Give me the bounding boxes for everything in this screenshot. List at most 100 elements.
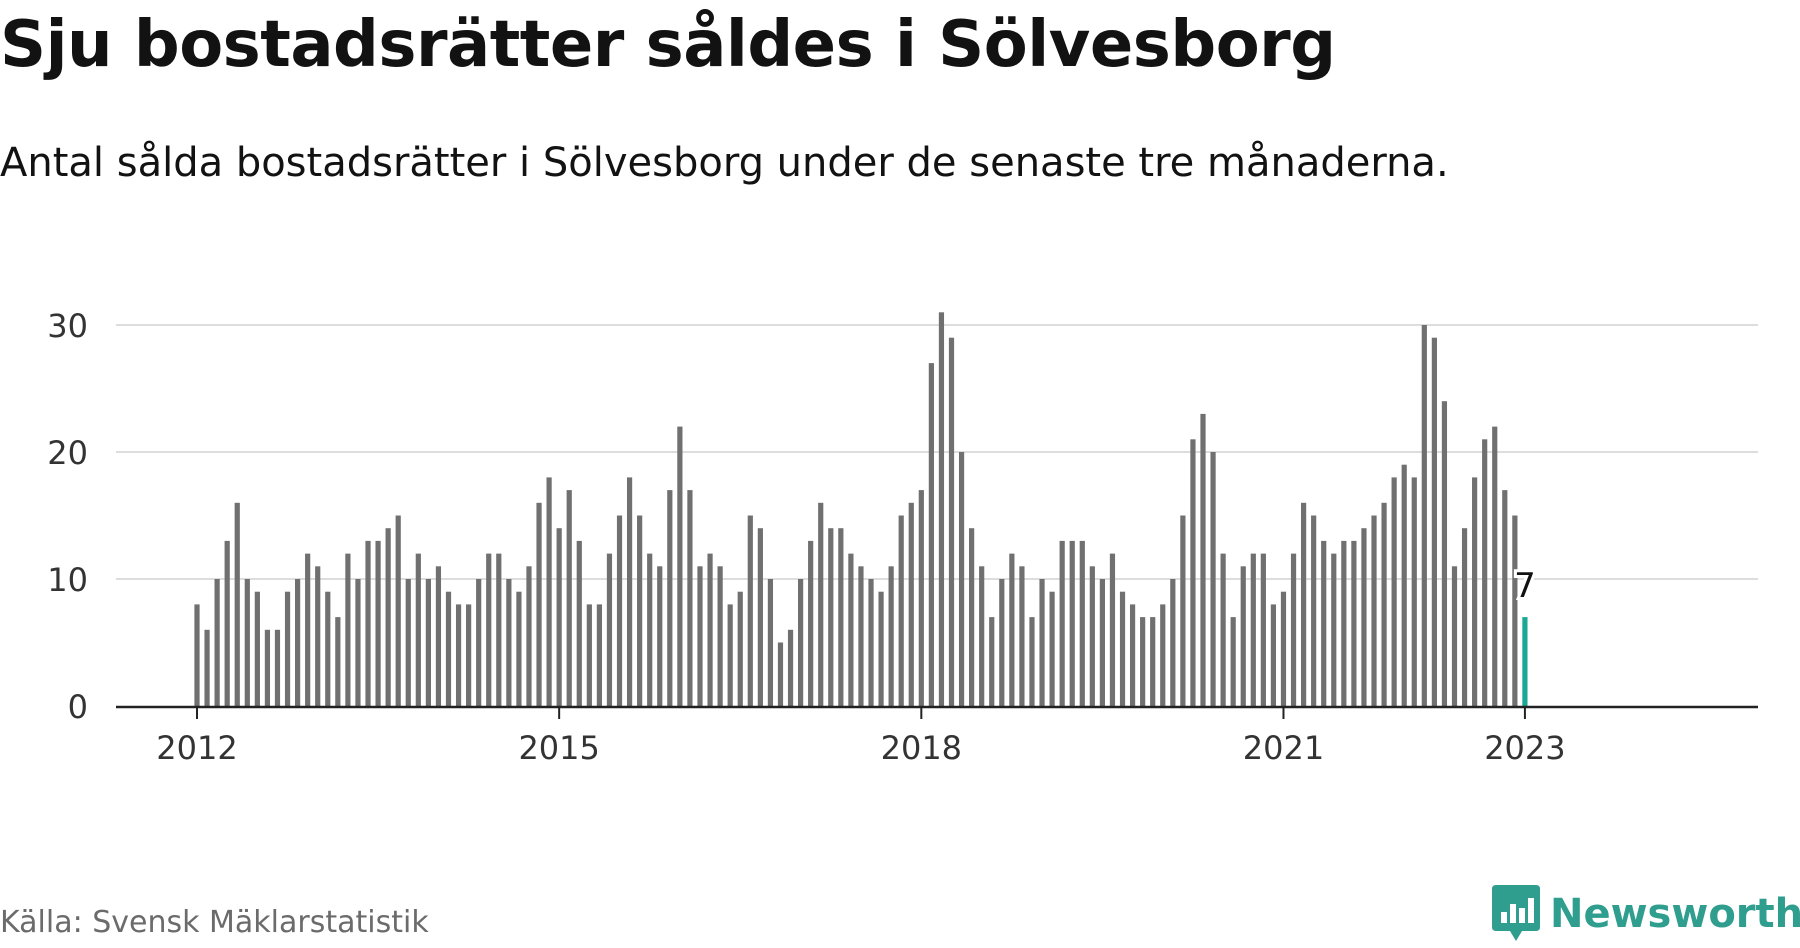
- bar: [1280, 591, 1287, 706]
- bar: [888, 566, 894, 706]
- bar: [1170, 579, 1176, 706]
- bar: [898, 515, 904, 706]
- bar: [1250, 553, 1256, 706]
- bar: [1230, 617, 1236, 706]
- bar: [1371, 515, 1377, 706]
- bar: [667, 490, 673, 706]
- source-note: Källa: Svensk Mäklarstatistik: [0, 905, 429, 940]
- bar: [506, 579, 512, 706]
- highlight-bar: [1522, 617, 1528, 706]
- bar: [707, 553, 713, 706]
- bar: [1401, 464, 1407, 706]
- bar: [868, 579, 874, 706]
- bar: [828, 528, 834, 706]
- page-subtitle: Antal sålda bostadsrätter i Sölvesborg u…: [0, 140, 1449, 186]
- highlight-value-label: 7: [1514, 566, 1536, 606]
- bar: [1039, 579, 1045, 706]
- gridlines: [116, 324, 1758, 580]
- bar: [626, 477, 633, 706]
- bar: [717, 566, 723, 706]
- bar: [526, 566, 532, 706]
- bar: [798, 579, 804, 706]
- bar: [1089, 566, 1095, 706]
- bar: [1059, 540, 1065, 706]
- bar: [194, 604, 200, 706]
- bar: [365, 540, 371, 706]
- bar: [1341, 540, 1347, 706]
- bar: [214, 579, 220, 706]
- bar: [979, 566, 985, 706]
- bar: [657, 566, 663, 706]
- bar: [405, 579, 411, 706]
- bar: [1240, 566, 1246, 706]
- bar: [606, 553, 613, 706]
- bar: [596, 604, 602, 706]
- bar: [1411, 477, 1417, 706]
- bar: [1301, 502, 1307, 706]
- bar: [204, 629, 210, 706]
- x-tick-label: 2018: [881, 729, 962, 767]
- newsworthy-logo-icon: [1492, 885, 1540, 941]
- bar: [536, 502, 542, 706]
- bar: [1331, 553, 1337, 706]
- bar: [1431, 337, 1437, 706]
- bar: [878, 591, 884, 706]
- bar: [335, 617, 341, 706]
- bar: [1140, 617, 1146, 706]
- bar: [928, 363, 934, 706]
- bar: [556, 528, 562, 706]
- bar: [1019, 566, 1025, 706]
- bar: [224, 540, 230, 706]
- bar: [1150, 617, 1156, 706]
- bar-chart: 0 10 20 30 2012 2015 2018 2021 2023 7: [47, 307, 1758, 767]
- y-tick-label: 0: [68, 688, 88, 726]
- bar: [818, 502, 824, 706]
- bar: [244, 579, 250, 706]
- brand-logo[interactable]: Newsworthy: [1492, 885, 1800, 943]
- bar: [757, 528, 763, 706]
- bar: [546, 477, 552, 706]
- bar: [1441, 401, 1448, 706]
- bar: [1160, 604, 1166, 706]
- bar: [1512, 515, 1518, 706]
- bar: [848, 553, 854, 706]
- bar: [1311, 515, 1317, 706]
- bar: [918, 490, 924, 706]
- x-tick-label: 2012: [156, 729, 237, 767]
- bar: [1069, 540, 1075, 706]
- bar: [315, 566, 321, 706]
- bar: [345, 553, 351, 706]
- bar: [1361, 528, 1367, 706]
- bar: [1381, 502, 1387, 706]
- bars: [194, 312, 1528, 706]
- bar: [476, 579, 482, 706]
- bar: [325, 591, 331, 706]
- bar: [234, 502, 240, 706]
- bar: [516, 591, 522, 706]
- x-axis-ticks: 2012 2015 2018 2021 2023: [156, 707, 1566, 767]
- bar: [747, 515, 753, 706]
- bar: [1270, 604, 1277, 706]
- y-tick-label: 30: [47, 307, 88, 345]
- bar: [767, 579, 774, 706]
- bar: [486, 553, 492, 706]
- bar: [1079, 540, 1085, 706]
- bar: [566, 490, 572, 706]
- bar: [1391, 477, 1397, 706]
- bar: [445, 591, 452, 706]
- bar: [1502, 490, 1508, 706]
- bar: [1321, 540, 1327, 706]
- bar: [284, 591, 291, 706]
- bar: [425, 579, 431, 706]
- bar: [1200, 413, 1206, 706]
- bar: [1180, 515, 1186, 706]
- x-tick-label: 2021: [1243, 729, 1324, 767]
- bar: [1119, 591, 1126, 706]
- bar: [455, 604, 462, 706]
- bar: [1260, 553, 1266, 706]
- bar: [496, 553, 502, 706]
- bar: [1190, 439, 1196, 706]
- bar: [385, 528, 391, 706]
- bar: [737, 591, 743, 706]
- bar: [1210, 452, 1216, 706]
